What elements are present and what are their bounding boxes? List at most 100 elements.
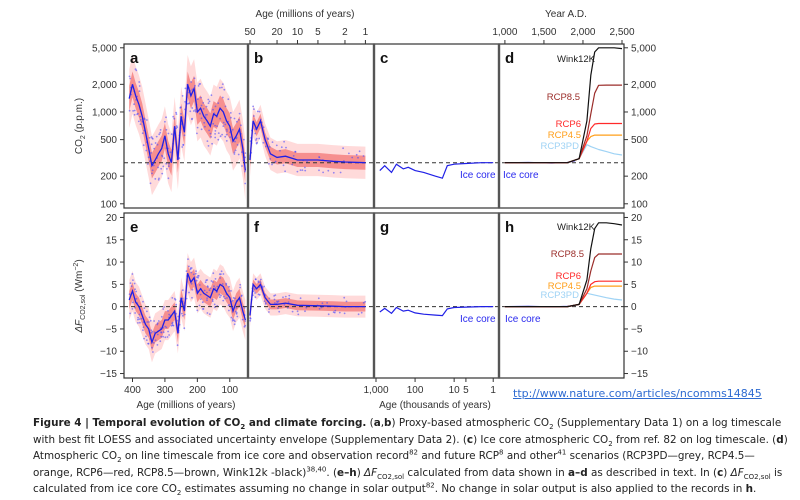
proxy-point-e	[190, 282, 193, 285]
proxy-point-e	[142, 300, 144, 303]
proxy-point-b	[339, 171, 342, 174]
source-url-link[interactable]: ttp://www.nature.com/articles/ncomms1484…	[513, 387, 762, 400]
proxy-point-a	[133, 103, 136, 106]
top-x-tick-label-myr: 2	[342, 27, 348, 38]
proxy-point-e	[202, 308, 205, 310]
proxy-point-e	[197, 275, 199, 277]
proxy-point-e	[146, 321, 149, 323]
scenario-label-rcp85-top: RCP8.5	[547, 92, 580, 103]
proxy-point-a	[226, 130, 228, 132]
proxy-point-f	[343, 312, 346, 315]
proxy-point-e	[134, 312, 137, 314]
proxy-point-a	[207, 98, 210, 101]
proxy-point-e	[206, 279, 209, 281]
proxy-point-a	[207, 102, 210, 104]
proxy-point-f	[268, 297, 271, 300]
proxy-point-a	[240, 124, 242, 127]
proxy-point-a	[221, 83, 224, 85]
proxy-point-e	[239, 283, 242, 286]
y-tick-label-right-bottom: 10	[631, 258, 643, 269]
proxy-point-e	[189, 268, 192, 271]
proxy-point-a	[203, 121, 206, 124]
proxy-point-e	[210, 280, 213, 282]
proxy-point-e	[175, 312, 178, 315]
proxy-point-f	[254, 296, 257, 298]
ice-core-label-h: Ice core	[505, 314, 541, 325]
ice-core-line-g	[379, 306, 494, 317]
y-tick-label-left-bottom: −5	[106, 324, 118, 335]
proxy-point-a	[244, 182, 247, 185]
proxy-point-a	[164, 120, 166, 123]
proxy-point-a	[202, 108, 205, 110]
proxy-point-e	[143, 337, 146, 340]
proxy-point-e	[219, 277, 222, 279]
proxy-point-e	[128, 293, 131, 296]
proxy-point-e	[150, 329, 153, 332]
proxy-point-a	[152, 164, 155, 167]
proxy-point-e	[216, 285, 219, 288]
bottom-x-tick-label-myr: 200	[189, 385, 206, 396]
top-axis-ticks: 50 20 10 5 2 1 1,000 1,500 2,000 2,500	[244, 27, 635, 44]
y-tick-label-left-top: 500	[100, 135, 117, 146]
proxy-point-f	[364, 300, 367, 303]
proxy-point-a	[189, 110, 192, 113]
proxy-point-b	[262, 141, 265, 144]
scenario-label-wink12k-bottom: Wink12K	[557, 222, 596, 233]
proxy-point-e	[181, 314, 184, 317]
proxy-point-f	[249, 317, 252, 319]
proxy-point-a	[231, 128, 234, 131]
proxy-point-e	[151, 330, 154, 333]
proxy-point-a	[212, 108, 214, 111]
proxy-point-b	[299, 169, 302, 172]
proxy-point-a	[178, 157, 181, 160]
proxy-point-f	[268, 311, 270, 313]
proxy-point-a	[151, 137, 154, 140]
proxy-point-a	[146, 119, 148, 121]
proxy-point-a	[196, 132, 198, 135]
proxy-point-a	[244, 152, 247, 155]
proxy-point-e	[228, 309, 230, 312]
proxy-point-e	[147, 342, 150, 345]
proxy-point-e	[176, 344, 179, 347]
proxy-point-e	[203, 289, 206, 292]
proxy-point-a	[145, 149, 148, 152]
proxy-point-a	[214, 130, 217, 132]
bottom-axis-mid-title: Age (thousands of years)	[379, 400, 491, 410]
bottom-x-tick-label-kyr: 100	[407, 385, 424, 396]
proxy-point-a	[200, 104, 203, 107]
proxy-point-e	[154, 339, 157, 342]
bottom-axis-left-title: Age (millions of years)	[137, 400, 236, 410]
proxy-point-b	[304, 169, 307, 172]
proxy-point-a	[225, 133, 228, 136]
proxy-point-e	[181, 312, 183, 315]
proxy-point-e	[175, 303, 178, 306]
proxy-point-b	[269, 158, 272, 160]
proxy-point-e	[129, 282, 132, 284]
proxy-point-b	[296, 170, 299, 173]
proxy-point-e	[168, 313, 171, 316]
proxy-point-e	[160, 335, 163, 338]
proxy-point-e	[206, 297, 209, 299]
proxy-point-e	[192, 273, 195, 276]
proxy-point-a	[135, 69, 138, 72]
proxy-point-e	[244, 320, 247, 322]
ice-core-line-c	[379, 162, 494, 179]
proxy-point-e	[162, 331, 165, 334]
proxy-point-a	[221, 86, 223, 89]
proxy-point-e	[134, 288, 137, 291]
proxy-point-a	[161, 172, 164, 175]
proxy-point-b	[318, 156, 320, 158]
envelope-inner-b	[250, 113, 366, 170]
proxy-point-e	[190, 271, 193, 274]
loess-line-b	[249, 118, 366, 164]
proxy-point-a	[156, 143, 159, 146]
proxy-point-a	[194, 110, 197, 113]
proxy-point-a	[236, 120, 238, 123]
y-tick-label-left-top: 1,000	[92, 107, 117, 118]
proxy-point-e	[171, 324, 174, 326]
proxy-point-b	[283, 140, 285, 143]
scenario-label-rcp85-bottom: RCP8.5	[551, 249, 584, 260]
proxy-point-a	[150, 152, 153, 154]
panel-label-c: c	[380, 50, 388, 67]
proxy-point-f	[263, 300, 266, 303]
